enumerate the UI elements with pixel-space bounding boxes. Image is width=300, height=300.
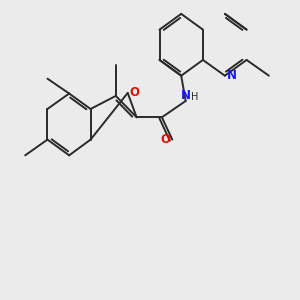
Text: N: N [181, 88, 191, 101]
Text: O: O [161, 133, 171, 146]
Text: N: N [226, 69, 236, 82]
Text: O: O [129, 86, 139, 99]
Text: H: H [191, 92, 198, 102]
